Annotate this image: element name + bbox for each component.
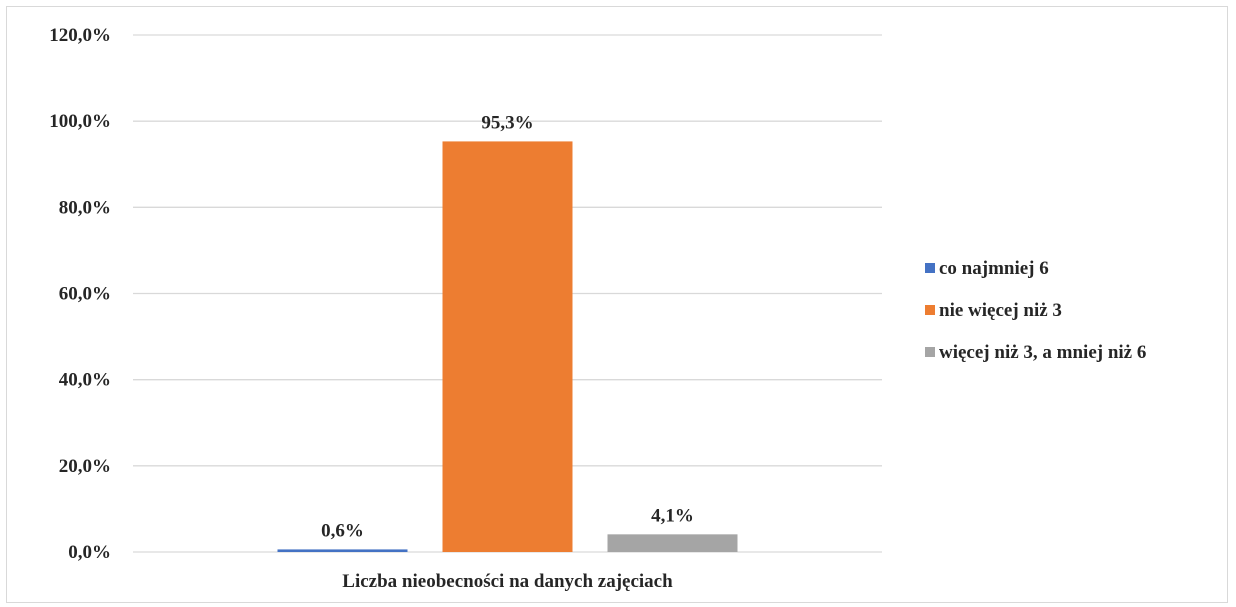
legend-label: nie więcej niż 3 bbox=[939, 300, 1062, 321]
bar bbox=[607, 534, 738, 552]
data-label: 0,6% bbox=[321, 520, 364, 541]
y-tick-label: 80,0% bbox=[59, 197, 111, 218]
y-tick-label: 0,0% bbox=[68, 542, 111, 563]
data-label: 4,1% bbox=[651, 505, 694, 526]
x-axis-categories: Liczba nieobecności na danych zajęciach bbox=[342, 571, 673, 592]
y-tick-label: 20,0% bbox=[59, 456, 111, 477]
data-label: 95,3% bbox=[481, 112, 533, 133]
data-labels: 0,6% 95,3% 4,1% bbox=[321, 112, 694, 541]
legend-label: co najmniej 6 bbox=[939, 258, 1049, 279]
y-axis-ticks: 0,0% 20,0% 40,0% 60,0% 80,0% 100,0% 120,0% bbox=[49, 25, 111, 563]
bars bbox=[277, 141, 738, 552]
legend-swatch bbox=[925, 263, 935, 273]
y-tick-label: 60,0% bbox=[59, 284, 111, 305]
y-tick-label: 40,0% bbox=[59, 370, 111, 391]
y-tick-label: 120,0% bbox=[49, 25, 111, 46]
bar bbox=[277, 549, 408, 552]
chart-area bbox=[6, 6, 1228, 603]
y-tick-label: 100,0% bbox=[49, 111, 111, 132]
legend-swatch bbox=[925, 347, 935, 357]
legend: co najmniej 6 nie więcej niż 3 więcej niż … bbox=[925, 258, 1146, 363]
bar bbox=[442, 141, 573, 552]
legend-label: więcej niż 3, a mniej niż 6 bbox=[939, 342, 1146, 363]
x-category-label: Liczba nieobecności na danych zajęciach bbox=[342, 571, 673, 592]
legend-swatch bbox=[925, 305, 935, 315]
